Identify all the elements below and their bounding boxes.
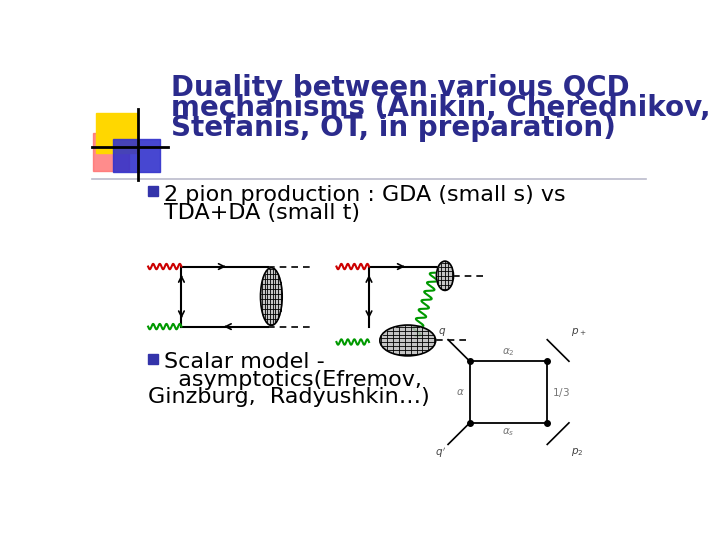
Text: $\alpha_2$: $\alpha_2$ (502, 346, 515, 358)
Text: Stefanis, OT, in preparation): Stefanis, OT, in preparation) (171, 114, 616, 142)
Ellipse shape (380, 325, 436, 356)
Text: $1/3$: $1/3$ (552, 386, 570, 399)
Text: $p_+$: $p_+$ (571, 326, 587, 338)
Bar (148, 186, 158, 197)
Bar (93, 132, 129, 171)
Text: $p_2$: $p_2$ (571, 446, 584, 458)
Bar (96, 112, 137, 153)
Text: Scalar model -: Scalar model - (164, 352, 325, 372)
Text: 2 pion production : GDA (small s) vs: 2 pion production : GDA (small s) vs (164, 185, 566, 205)
Text: $\alpha$: $\alpha$ (456, 387, 465, 397)
Ellipse shape (436, 261, 454, 291)
Text: asymptotics(Efremov,: asymptotics(Efremov, (164, 370, 422, 390)
Text: TDA+DA (small t): TDA+DA (small t) (164, 202, 361, 222)
Text: $q$: $q$ (438, 326, 446, 338)
Text: Ginzburg,  Radyushkin…): Ginzburg, Radyushkin…) (148, 387, 430, 407)
Ellipse shape (261, 268, 282, 326)
Text: Duality between various QCD: Duality between various QCD (171, 74, 630, 102)
Text: mechanisms (Anikin, Cherednikov,: mechanisms (Anikin, Cherednikov, (171, 94, 711, 122)
Bar (148, 354, 158, 363)
Text: $q'$: $q'$ (435, 446, 446, 460)
Text: $\alpha_s$: $\alpha_s$ (503, 426, 515, 438)
Bar (113, 139, 160, 172)
